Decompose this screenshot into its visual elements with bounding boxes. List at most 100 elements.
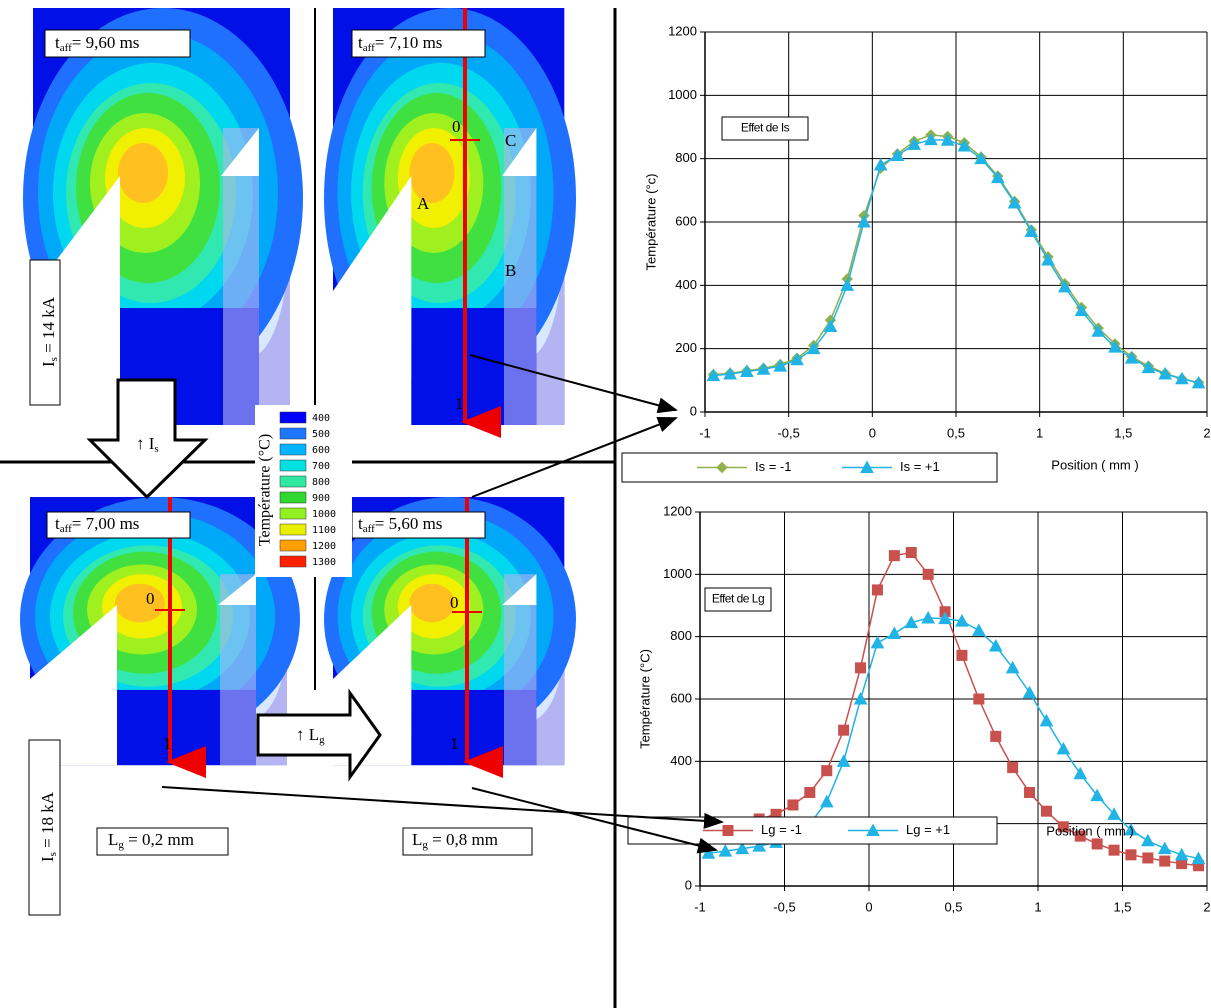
time-label: taff= 7,10 ms	[358, 33, 442, 54]
data-point	[787, 799, 799, 811]
data-point	[1007, 762, 1019, 774]
data-point	[873, 157, 888, 171]
line-end: 0	[146, 589, 155, 608]
x-tick-label: -0,5	[777, 425, 799, 440]
value-text: = 0,2 mm	[124, 830, 194, 849]
data-point	[1007, 195, 1022, 209]
x-tick-label: 1	[1036, 425, 1043, 440]
symbol: ↑ L	[296, 725, 319, 744]
data-point	[921, 610, 935, 624]
subscript: s	[48, 357, 60, 361]
label-box	[351, 29, 486, 58]
data-point	[940, 133, 955, 146]
value-text: = 14 kA	[39, 296, 58, 357]
data-point	[1039, 713, 1054, 727]
label-box	[28, 739, 61, 916]
data-point	[706, 368, 721, 382]
data-point	[1074, 830, 1086, 842]
legend-label: Lg = -1	[761, 822, 802, 837]
data-point	[1142, 852, 1154, 864]
y-tick-label: 1000	[663, 566, 692, 581]
value-text: = 7,00 ms	[72, 514, 140, 533]
legend-marker	[722, 825, 734, 836]
data-point	[904, 615, 919, 629]
symbol: t	[358, 33, 363, 52]
value-text: = 7,10 ms	[375, 33, 443, 52]
data-point	[1091, 324, 1106, 337]
data-point	[1124, 822, 1138, 836]
annotation-box	[721, 116, 809, 141]
x-tick-label: -0,5	[773, 899, 795, 914]
x-tick-label: 0,5	[944, 899, 962, 914]
line-end: 0	[452, 117, 461, 136]
data-point	[1124, 351, 1139, 364]
data-point	[924, 132, 938, 146]
colorbar-swatch	[279, 475, 307, 488]
data-point	[1175, 371, 1189, 385]
x-tick-label: -1	[699, 425, 711, 440]
annotation: Effet de Is	[741, 121, 790, 135]
panel	[23, 8, 303, 425]
block-arrow	[256, 688, 382, 782]
data-point	[836, 754, 851, 767]
label-box	[402, 827, 533, 856]
data-point	[870, 635, 885, 649]
y-tick-label: 600	[675, 213, 697, 228]
data-point	[735, 841, 750, 855]
data-point	[890, 148, 905, 161]
y-tick-label: 1200	[663, 503, 692, 518]
current-label: Is = 14 kA	[39, 296, 60, 367]
pointer-arrow	[469, 354, 678, 414]
subscript: aff	[60, 42, 72, 54]
data-point	[938, 611, 952, 625]
data-point	[990, 730, 1002, 742]
symbol: I	[38, 856, 57, 862]
x-tick-label: 1	[1034, 899, 1041, 914]
data-point	[1090, 788, 1104, 802]
data-point	[823, 319, 838, 332]
value-text: = 18 kA	[38, 791, 57, 852]
data-point	[1157, 841, 1172, 855]
data-point	[723, 366, 737, 380]
subscript: g	[319, 734, 325, 746]
subscript: s	[47, 852, 59, 856]
data-point	[1041, 252, 1055, 266]
label-box	[29, 259, 61, 406]
symbol: I	[39, 361, 58, 367]
y-tick-label: 600	[670, 690, 692, 705]
data-point	[907, 137, 922, 150]
symbol: t	[358, 514, 363, 533]
legend-marker	[860, 460, 874, 473]
legend-marker	[866, 823, 880, 836]
data-point	[1125, 849, 1137, 861]
data-point	[1141, 360, 1156, 374]
y-tick-label: 200	[675, 340, 697, 355]
label-box	[44, 29, 191, 58]
data-point	[1141, 833, 1155, 847]
subscript: aff	[363, 42, 375, 54]
colorbar-level: 1300	[312, 557, 336, 568]
data-point	[955, 614, 969, 627]
data-point	[1005, 660, 1020, 674]
x-tick-label: 0	[869, 425, 876, 440]
subscript: s	[154, 443, 158, 455]
arrow-label: ↑ Lg	[296, 725, 325, 746]
data-point	[838, 724, 850, 736]
colorbar-title: Température (°C)	[257, 434, 274, 546]
data-point	[718, 844, 733, 857]
time-labels: taff= 9,60 ms taff= 7,10 ms taff= 7,00 m…	[44, 29, 486, 539]
x-tick-label: 2	[1203, 899, 1210, 914]
colorbar-level: 1000	[312, 509, 336, 520]
colorbar-level: 700	[312, 461, 330, 472]
block-arrow	[86, 378, 209, 500]
x-tick-label: 0	[865, 899, 872, 914]
data-point	[1191, 851, 1206, 865]
legend-box	[627, 816, 998, 845]
data-point	[1040, 805, 1052, 817]
data-point	[922, 568, 934, 580]
data-point	[988, 638, 1003, 652]
symbol: L	[412, 830, 422, 849]
data-point	[739, 364, 754, 377]
